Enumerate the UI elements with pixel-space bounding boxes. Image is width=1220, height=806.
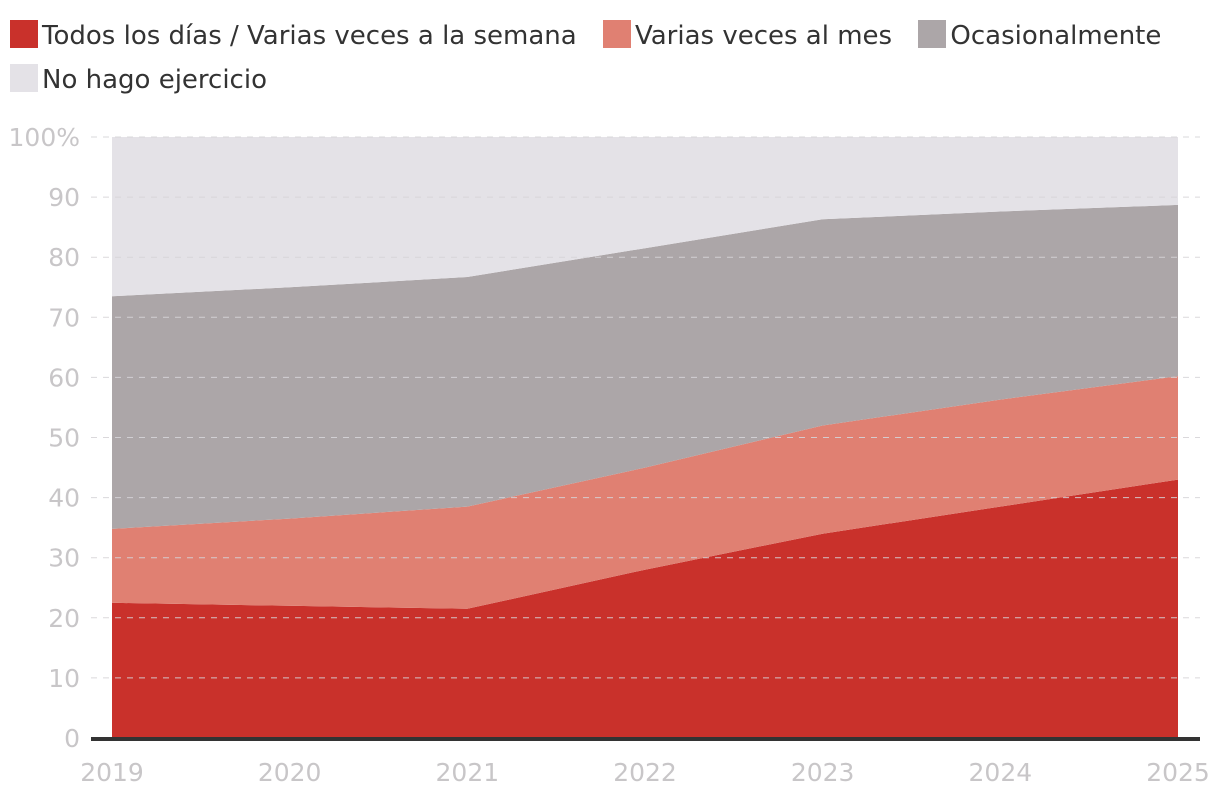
- legend-item: Varias veces al mes: [602, 20, 893, 51]
- legend-label: Varias veces al mes: [634, 21, 893, 51]
- legend-swatch: [918, 20, 947, 48]
- legend: Todos los días / Varias veces a la seman…: [10, 14, 1210, 102]
- legend-swatch: [602, 20, 631, 48]
- x-tick-label: 2023: [791, 758, 855, 787]
- y-tick-label: 90: [48, 183, 80, 212]
- x-tick-label: 2025: [1146, 758, 1210, 787]
- y-tick-label: 10: [48, 664, 80, 693]
- x-tick-label: 2019: [80, 758, 144, 787]
- legend-item: Todos los días / Varias veces a la seman…: [10, 20, 577, 51]
- x-tick-label: 2022: [613, 758, 677, 787]
- x-tick-label: 2020: [258, 758, 322, 787]
- y-tick-label: 40: [48, 484, 80, 513]
- area-series-2: [112, 376, 1178, 609]
- y-tick-label: 100%: [9, 123, 80, 152]
- legend-label: Ocasionalmente: [950, 21, 1162, 51]
- legend-swatch: [10, 20, 38, 48]
- y-tick-label: 50: [48, 424, 80, 453]
- area-series-3: [112, 204, 1178, 529]
- area-series-1: [112, 479, 1178, 738]
- y-tick-label: 60: [48, 363, 80, 392]
- y-tick-label: 20: [48, 604, 80, 633]
- area-series-4: [112, 137, 1178, 297]
- y-tick-label: 80: [48, 243, 80, 272]
- areas-group: [112, 137, 1178, 738]
- legend-label: No hago ejercicio: [42, 65, 267, 95]
- y-tick-label: 0: [64, 724, 80, 753]
- y-tick-label: 30: [48, 544, 80, 573]
- legend-swatch: [10, 64, 38, 92]
- legend-item: No hago ejercicio: [10, 64, 267, 95]
- legend-item: Ocasionalmente: [918, 20, 1162, 51]
- legend-label: Todos los días / Varias veces a la seman…: [42, 21, 577, 51]
- x-tick-label: 2021: [436, 758, 500, 787]
- y-tick-label: 70: [48, 303, 80, 332]
- x-tick-label: 2024: [969, 758, 1033, 787]
